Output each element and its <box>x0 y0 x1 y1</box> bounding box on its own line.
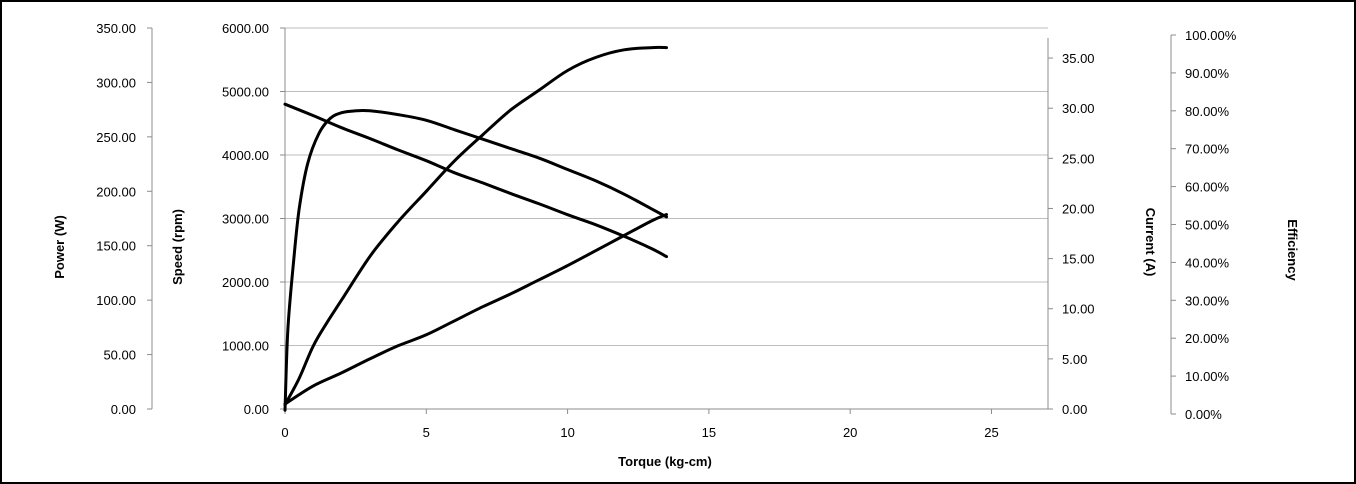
data-series <box>283 45 668 412</box>
current-tick-label: 5.00 <box>1062 352 1087 367</box>
axes: 0 5 10 15 20 250.0050.00100.00150.00200.00250… <box>96 21 1237 440</box>
x-tick-label: 5 <box>423 425 430 440</box>
efficiency-tick-label: 50.00% <box>1185 218 1230 233</box>
efficiency-tick-label: 90.00% <box>1185 66 1230 81</box>
speed-tick-label: 1000.00 <box>222 339 269 354</box>
speed-tick-label: 6000.00 <box>222 21 269 36</box>
power-tick-label: 0.00 <box>111 402 136 417</box>
efficiency-tick-label: 40.00% <box>1185 255 1230 270</box>
current-series-line <box>283 213 668 406</box>
current-tick-label: 25.00 <box>1062 151 1095 166</box>
efficiency-tick-label: 30.00% <box>1185 293 1230 308</box>
current-tick-label: 35.00 <box>1062 51 1095 66</box>
speed-axis-title: Speed (rpm) <box>170 209 185 285</box>
efficiency-tick-label: 60.00% <box>1185 180 1230 195</box>
power-tick-label: 100.00 <box>96 293 136 308</box>
current-tick-label: 0.00 <box>1062 402 1087 417</box>
power-tick-label: 50.00 <box>103 348 136 363</box>
current-tick-label: 10.00 <box>1062 302 1095 317</box>
power-tick-label: 200.00 <box>96 184 136 199</box>
power-tick-label: 250.00 <box>96 130 136 145</box>
efficiency-axis-title: Efficiency <box>1285 219 1300 281</box>
x-tick-label: 25 <box>984 425 998 440</box>
speed-tick-label: 2000.00 <box>222 275 269 290</box>
power-axis-title: Power (W) <box>52 215 67 279</box>
current-tick-label: 20.00 <box>1062 201 1095 216</box>
speed-tick-label: 4000.00 <box>222 148 269 163</box>
power-tick-label: 300.00 <box>96 75 136 90</box>
efficiency-tick-label: 80.00% <box>1185 104 1230 119</box>
speed-series-line <box>283 102 668 259</box>
speed-tick-label: 3000.00 <box>222 212 269 227</box>
power-series-line <box>283 45 668 407</box>
x-tick-label: 15 <box>702 425 716 440</box>
current-tick-label: 30.00 <box>1062 101 1095 116</box>
x-tick-label: 20 <box>843 425 857 440</box>
efficiency-tick-label: 70.00% <box>1185 142 1230 157</box>
x-tick-label: 0 <box>281 425 288 440</box>
power-tick-label: 350.00 <box>96 21 136 36</box>
efficiency-tick-label: 100.00% <box>1185 28 1237 43</box>
current-axis-title: Current (A) <box>1143 208 1158 277</box>
power-tick-label: 150.00 <box>96 239 136 254</box>
x-tick-label: 10 <box>560 425 574 440</box>
x-axis-title: Torque (kg-cm) <box>618 454 712 469</box>
efficiency-series-line <box>283 108 668 412</box>
efficiency-tick-label: 0.00% <box>1185 407 1222 422</box>
gridlines <box>285 27 1048 346</box>
efficiency-tick-label: 20.00% <box>1185 331 1230 346</box>
efficiency-tick-label: 10.00% <box>1185 369 1230 384</box>
speed-tick-label: 0.00 <box>244 402 269 417</box>
speed-tick-label: 5000.00 <box>222 85 269 100</box>
current-tick-label: 15.00 <box>1062 252 1095 267</box>
